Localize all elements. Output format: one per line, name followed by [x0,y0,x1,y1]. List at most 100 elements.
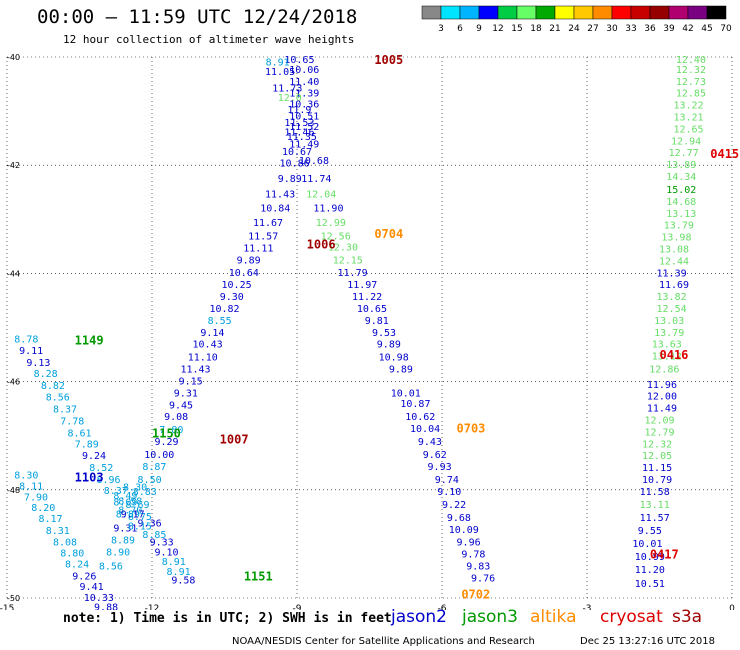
wave-height-value: 10.65 [284,55,314,66]
pass-label: 1150 [152,426,181,440]
wave-height-value: 10.36 [289,100,319,111]
wave-height-value: 9.93 [428,462,452,473]
wave-height-value: 12.73 [676,77,706,88]
wave-height-value: 11.46 [284,128,314,139]
wave-height-value: 8.09 [113,498,137,509]
wave-height-value: 13.82 [657,292,687,303]
satellite-s3a: s3a [672,607,703,627]
wave-height-value: 9.58 [171,576,195,587]
wave-height-value: 8.91 [167,567,191,578]
legend-tick-label: 3 [438,24,444,34]
pass-label: 1005 [374,53,403,67]
wave-height-value: 11.39 [289,89,319,100]
wave-height-value: 13.89 [666,160,696,171]
wave-height-value: 8.91 [266,57,290,68]
wave-height-value: 8.55 [208,316,232,327]
wave-height-value: 13.63 [652,340,682,351]
wave-height-value: 8.69 [125,500,149,511]
wave-height-value: 12.00 [647,392,677,403]
wave-height-value: 10.06 [289,65,319,76]
wave-height-value: 12.79 [644,427,674,438]
legend-tick-label: 15 [511,24,522,34]
wave-height-value: 8.85 [142,530,166,541]
wave-height-value: 10.99 [635,552,665,563]
wave-height-value: 8.78 [14,334,38,345]
wave-height-value: 12.65 [673,124,703,135]
wave-height-value: 9.11 [19,346,43,357]
y-tick-label: -48 [7,486,20,495]
wave-height-value: 9.89 [237,255,261,266]
wave-height-value: 8.87 [142,462,166,473]
wave-height-value: 8.58 [118,497,142,508]
pass-label: 0416 [660,348,689,362]
wave-height-value: 12.86 [649,365,679,376]
legend-tick-label: 21 [549,24,560,34]
wave-height-value: 12.77 [669,148,699,159]
pass-label: 1149 [75,333,104,347]
legend-tick-label: 27 [587,24,598,34]
wave-height-value: 11.39 [657,268,687,279]
wave-height-value: 11.40 [289,77,319,88]
wave-height-value: 8.52 [89,463,113,474]
wave-height-value: 11.43 [265,189,295,200]
wave-height-value: 12.15 [333,255,363,266]
wave-height-value: 10.65 [357,304,387,315]
wave-height-value: 11.79 [338,268,368,279]
wave-height-value: 8.37 [53,405,77,416]
wave-height-value: 10.79 [642,475,672,486]
wave-height-value: 8.56 [99,562,123,573]
page-subtitle: 12 hour collection of altimeter wave hei… [63,33,355,46]
wave-height-value: 10.67 [282,147,312,158]
wave-height-value: 10.01 [632,539,662,550]
pass-label: 1006 [307,238,336,252]
pass-label: 0415 [710,147,739,161]
wave-height-value: 9.89 [278,174,302,185]
legend-tick-label: 36 [644,24,656,34]
wave-height-value: 9.14 [200,328,224,339]
wave-height-value: 13.13 [666,209,696,220]
wave-height-value: 8.70 [118,505,142,516]
wave-height-value: 11.05 [265,67,295,78]
wave-height-value: 7.90 [24,492,48,503]
wave-height-value: 12.04 [306,189,336,200]
wave-height-value: 8.50 [138,475,162,486]
wave-height-value: 8.89 [111,536,135,547]
legend-tick-label: 42 [682,24,693,34]
footnote: note: 1) Time is in UTC; 2) SWH is in fe… [63,611,392,626]
wave-height-value: 9.41 [80,582,104,593]
wave-height-value: 11.73 [272,83,302,94]
wave-height-value: 8.80 [60,549,84,560]
wave-height-value: 8.31 [46,526,70,537]
wave-height-value: 8.83 [133,487,157,498]
y-tick-label: -42 [7,161,20,170]
y-tick-label: -44 [7,269,20,278]
wave-height-value: 9.17 [121,510,145,521]
wave-height-value: 8.61 [67,428,91,439]
legend-tick-label: 6 [457,24,463,34]
pass-label: 1151 [244,569,273,583]
wave-height-value: 8.20 [31,503,55,514]
wave-height-value: 12.54 [657,304,687,315]
wave-height-value: 12.99 [316,218,346,229]
credit-line: NOAA/NESDIS Center for Satellite Applica… [232,636,535,647]
wave-height-value: 10.09 [449,525,479,536]
wave-height-value: 9.96 [457,538,481,549]
wave-height-value: 10.82 [209,304,239,315]
pass-label: 0417 [650,548,679,562]
wave-height-chart: -15 -12 -9 -6 -3 0-40-42-44-46-48-5010.658.91… [0,53,739,610]
wave-height-value: 13.98 [661,233,691,244]
wave-height-value: 8.75 [128,512,152,523]
wave-height-value: 12.05 [642,451,672,462]
wave-height-value: 9.43 [418,437,442,448]
wave-height-value: 9.08 [164,412,188,423]
wave-height-value: 10.25 [222,280,252,291]
wave-height-value: 13.12 [652,352,682,363]
legend-tick-label: 9 [476,24,482,34]
wave-height-value: 12.40 [676,55,706,66]
x-tick-label: 0 [729,604,735,610]
pass-label: 0703 [457,422,486,436]
legend-tick-label: 70 [720,24,732,34]
wave-height-value: 8.17 [38,514,62,525]
wave-height-value: 10.51 [635,579,665,590]
wave-height-value: 9.88 [94,603,118,610]
